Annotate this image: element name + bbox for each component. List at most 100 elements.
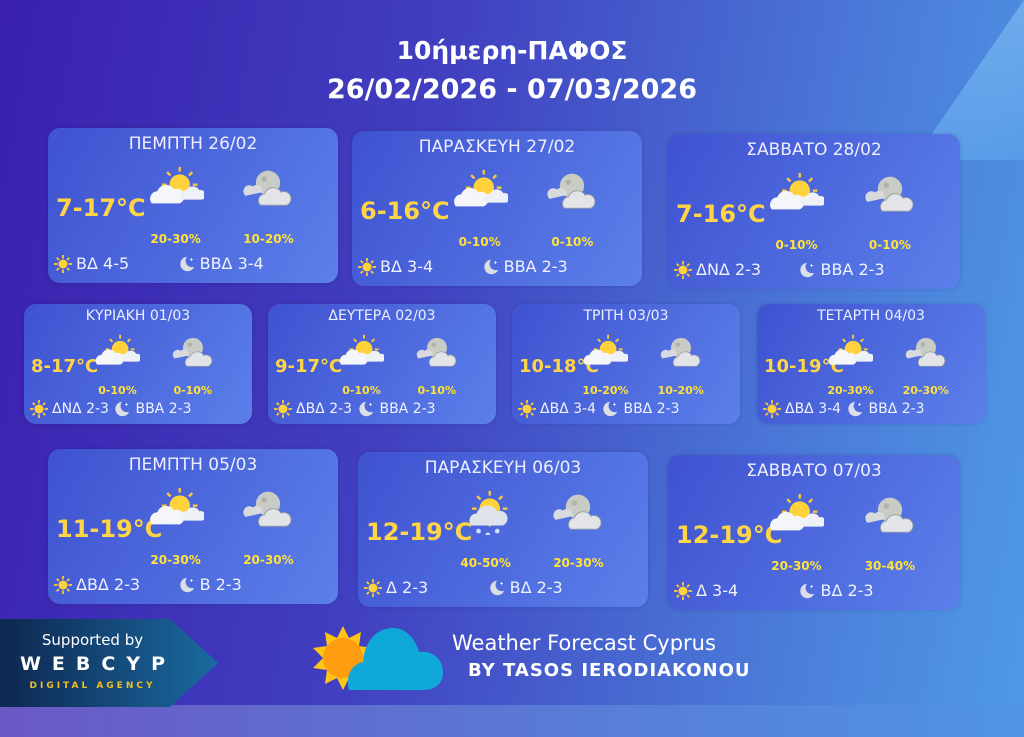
- day-wind: ΒΔ 3-4: [358, 257, 433, 276]
- day-precipitation: 20-30%: [827, 384, 874, 397]
- night-wind-value: ΒΒΑ 2-3: [135, 401, 192, 417]
- cloudy-moon-icon: [172, 337, 212, 367]
- day-wind: ΔΝΔ 2-3: [674, 260, 761, 279]
- sun-icon: [358, 257, 376, 276]
- night-wind: ΒΒΑ 2-3: [357, 400, 436, 418]
- day-date: ΤΕΤΑΡΤΗ 04/03: [817, 308, 925, 324]
- sun-icon: [54, 254, 72, 273]
- night-precipitation: 20-30%: [553, 556, 604, 570]
- day-wind-value: Δ 3-4: [696, 581, 739, 600]
- day-date: ΣΑΒΒΑΤΟ 07/03: [746, 461, 882, 481]
- partly-sunny-icon: [770, 172, 825, 210]
- day-forecast-card: ΔΕΥΤΕΡΑ 02/03 9-17°C 0-10% 0-10% ΔΒΔ 2-3…: [268, 304, 496, 424]
- day-wind: ΔΒΔ 2-3: [54, 575, 140, 594]
- cloudy-moon-icon: [243, 170, 292, 206]
- night-wind-value: ΒΒΔ 2-3: [623, 401, 680, 417]
- sponsor-tagline: DIGITAL AGENCY: [29, 681, 156, 691]
- night-precipitation: 20-30%: [243, 553, 294, 567]
- sponsor-badge: Supported by WEBCYP DIGITAL AGENCY: [0, 619, 218, 707]
- day-wind: Δ 3-4: [674, 581, 738, 600]
- night-wind: ΒΒΑ 2-3: [798, 260, 885, 279]
- cloudy-moon-icon: [547, 173, 596, 209]
- night-precipitation: 0-10%: [551, 235, 594, 249]
- day-date: ΠΕΜΠΤΗ 05/03: [128, 455, 258, 475]
- night-precipitation: 30-40%: [864, 559, 916, 573]
- day-precipitation: 0-10%: [458, 235, 501, 249]
- day-date: ΠΕΜΠΤΗ 26/02: [128, 134, 258, 154]
- moon-icon: [483, 259, 498, 274]
- day-forecast-card: ΤΡΙΤΗ 03/03 10-18°C 10-20% 10-20% ΔΒΔ 3-…: [512, 304, 740, 424]
- day-wind-value: ΔΒΔ 2-3: [296, 401, 353, 417]
- brand-name: Weather Forecast Cyprus: [452, 631, 716, 655]
- temperature-range: 11-19°C: [56, 515, 163, 543]
- date-range: 26/02/2026 - 07/03/2026: [326, 74, 698, 105]
- sun-icon: [518, 400, 536, 418]
- moon-icon: [489, 580, 504, 595]
- temperature-range: 9-17°C: [275, 356, 343, 377]
- sun-icon: [674, 260, 692, 279]
- temperature-range: 10-19°C: [764, 356, 844, 377]
- page-title: 10ήμερη-ΠΑΦΟΣ: [396, 36, 628, 65]
- day-forecast-card: ΠΕΜΠΤΗ 05/03 11-19°C 20-30% 20-30% ΔΒΔ 2…: [48, 449, 338, 604]
- day-forecast-card: ΣΑΒΒΑΤΟ 28/02 7-16°C 0-10% 0-10% ΔΝΔ 2-3…: [668, 134, 960, 289]
- day-date: ΠΑΡΑΣΚΕΥΗ 27/02: [418, 137, 576, 157]
- day-wind: ΒΔ 4-5: [54, 254, 129, 273]
- night-precipitation: 0-10%: [868, 238, 911, 252]
- night-wind: Β 2-3: [178, 575, 242, 594]
- day-date: ΚΥΡΙΑΚΗ 01/03: [85, 308, 191, 324]
- night-wind-value: ΒΒΔ 3-4: [199, 254, 264, 273]
- night-precipitation: 20-30%: [902, 384, 949, 397]
- day-wind-value: ΔΒΔ 3-4: [785, 401, 842, 417]
- sun-icon: [274, 400, 292, 418]
- temperature-range: 12-19°C: [676, 521, 783, 549]
- day-precipitation: 10-20%: [582, 384, 629, 397]
- night-wind-value: ΒΒΔ 2-3: [868, 401, 925, 417]
- partly-sunny-icon: [96, 334, 141, 365]
- moon-icon: [800, 583, 815, 598]
- sun-icon: [30, 400, 48, 418]
- day-wind-value: ΔΝΔ 2-3: [52, 401, 109, 417]
- night-wind-value: ΒΒΑ 2-3: [379, 401, 436, 417]
- day-wind-value: Δ 2-3: [386, 578, 429, 597]
- night-wind: ΒΒΔ 2-3: [846, 400, 925, 418]
- day-wind: ΔΝΔ 2-3: [30, 400, 109, 418]
- day-forecast-card: ΠΑΡΑΣΚΕΥΗ 27/02 6-16°C 0-10% 0-10% ΒΔ 3-…: [352, 131, 642, 286]
- day-wind-value: ΒΔ 3-4: [380, 257, 434, 276]
- sponsor-name: WEBCYP: [19, 653, 177, 675]
- moon-icon: [800, 262, 815, 277]
- day-forecast-card: ΤΕΤΑΡΤΗ 04/03 10-19°C 20-30% 20-30% ΔΒΔ …: [757, 304, 985, 424]
- partly-sunny-icon: [340, 334, 385, 365]
- day-wind-value: ΔΝΔ 2-3: [696, 260, 762, 279]
- day-date: ΤΡΙΤΗ 03/03: [583, 308, 669, 324]
- partly-sunny-icon: [149, 166, 204, 204]
- temperature-range: 8-17°C: [31, 356, 99, 377]
- cloudy-moon-icon: [243, 491, 292, 527]
- day-wind-value: ΔΒΔ 2-3: [76, 575, 141, 594]
- day-wind: ΔΒΔ 2-3: [274, 400, 352, 418]
- day-date: ΣΑΒΒΑΤΟ 28/02: [746, 140, 882, 160]
- night-wind: ΒΒΑ 2-3: [482, 257, 568, 276]
- day-precipitation: 20-30%: [771, 559, 822, 573]
- day-date: ΠΑΡΑΣΚΕΥΗ 06/03: [424, 458, 582, 478]
- night-wind: ΒΔ 2-3: [488, 578, 563, 597]
- brand-author: BY TASOS IERODIAKONOU: [468, 660, 751, 681]
- night-wind-value: Β 2-3: [199, 575, 242, 594]
- night-wind-value: ΒΔ 2-3: [509, 578, 563, 597]
- day-forecast-card: ΚΥΡΙΑΚΗ 01/03 8-17°C 0-10% 0-10% ΔΝΔ 2-3…: [24, 304, 252, 424]
- day-wind-value: ΒΔ 4-5: [76, 254, 130, 273]
- day-wind-value: ΔΒΔ 3-4: [540, 401, 597, 417]
- partly-sunny-icon: [770, 493, 825, 531]
- night-wind-value: ΒΒΑ 2-3: [503, 257, 568, 276]
- cloudy-moon-icon: [553, 494, 602, 530]
- sun-icon: [54, 575, 72, 594]
- day-precipitation: 0-10%: [98, 384, 137, 397]
- temperature-range: 7-16°C: [676, 200, 766, 228]
- moon-icon: [179, 577, 194, 592]
- day-wind: ΔΒΔ 3-4: [518, 400, 596, 418]
- sun-icon: [364, 578, 382, 597]
- night-wind: ΒΒΑ 2-3: [113, 400, 192, 418]
- partly-sunny-icon: [829, 334, 874, 365]
- cloudy-moon-icon: [865, 497, 914, 533]
- temperature-range: 6-16°C: [360, 197, 450, 225]
- moon-icon: [603, 401, 618, 417]
